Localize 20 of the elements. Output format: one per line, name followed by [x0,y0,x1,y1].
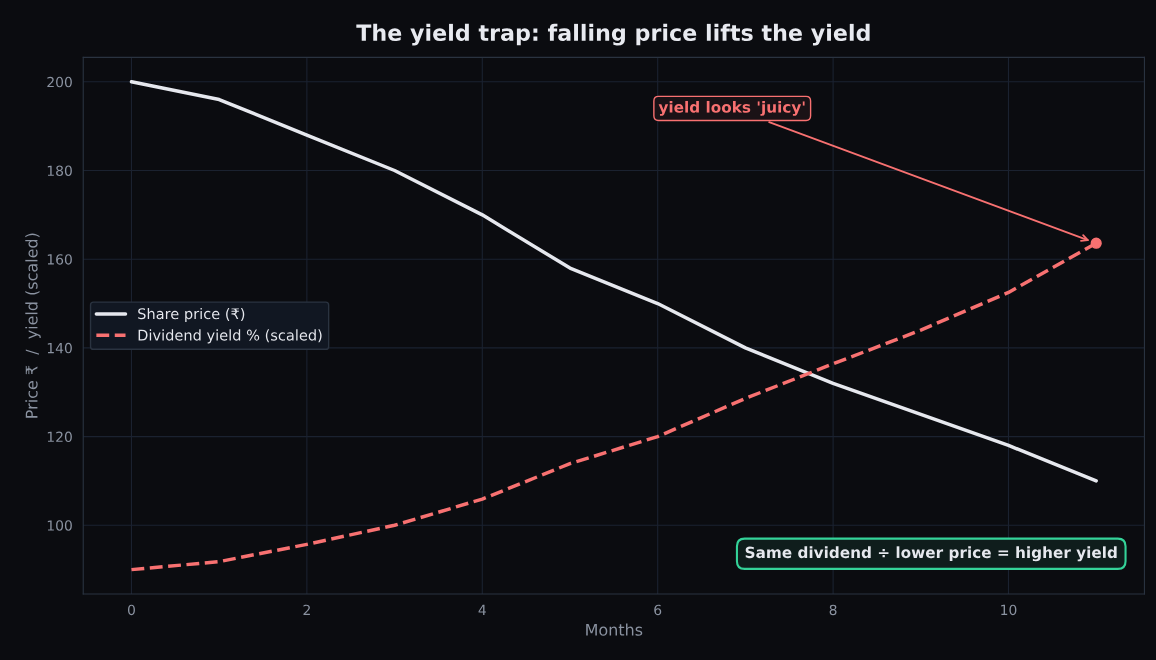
line-series [129,80,1098,483]
y-tick-label: 200 [47,76,72,88]
x-tick-label: 2 [303,604,310,615]
x-tick-label: 8 [829,604,837,616]
annotation: Same dividend ÷ lower price = higher yield [745,546,1117,562]
x-tick-label: 4 [478,604,486,615]
x-tick-label: 10 [1001,604,1017,616]
x-tick-label: 6 [654,604,662,616]
x-tick-label: 0 [127,604,135,616]
legend-label: Dividend yield % (scaled) [138,329,322,344]
y-axis-title: Price ₹ / yield (scaled) [25,233,41,418]
y-tick-label: 140 [47,342,72,354]
y-tick-label: 100 [47,520,72,531]
y-tick-label: 180 [47,165,72,176]
chart-title: The yield trap: falling price lifts the yield [356,23,870,46]
y-tick-label: 120 [47,431,72,443]
annotation: yield looks 'juicy' [658,100,805,116]
x-axis-title: Months [586,623,643,636]
legend-label: Share price (₹) [138,307,245,323]
y-tick-label: 160 [47,254,72,265]
